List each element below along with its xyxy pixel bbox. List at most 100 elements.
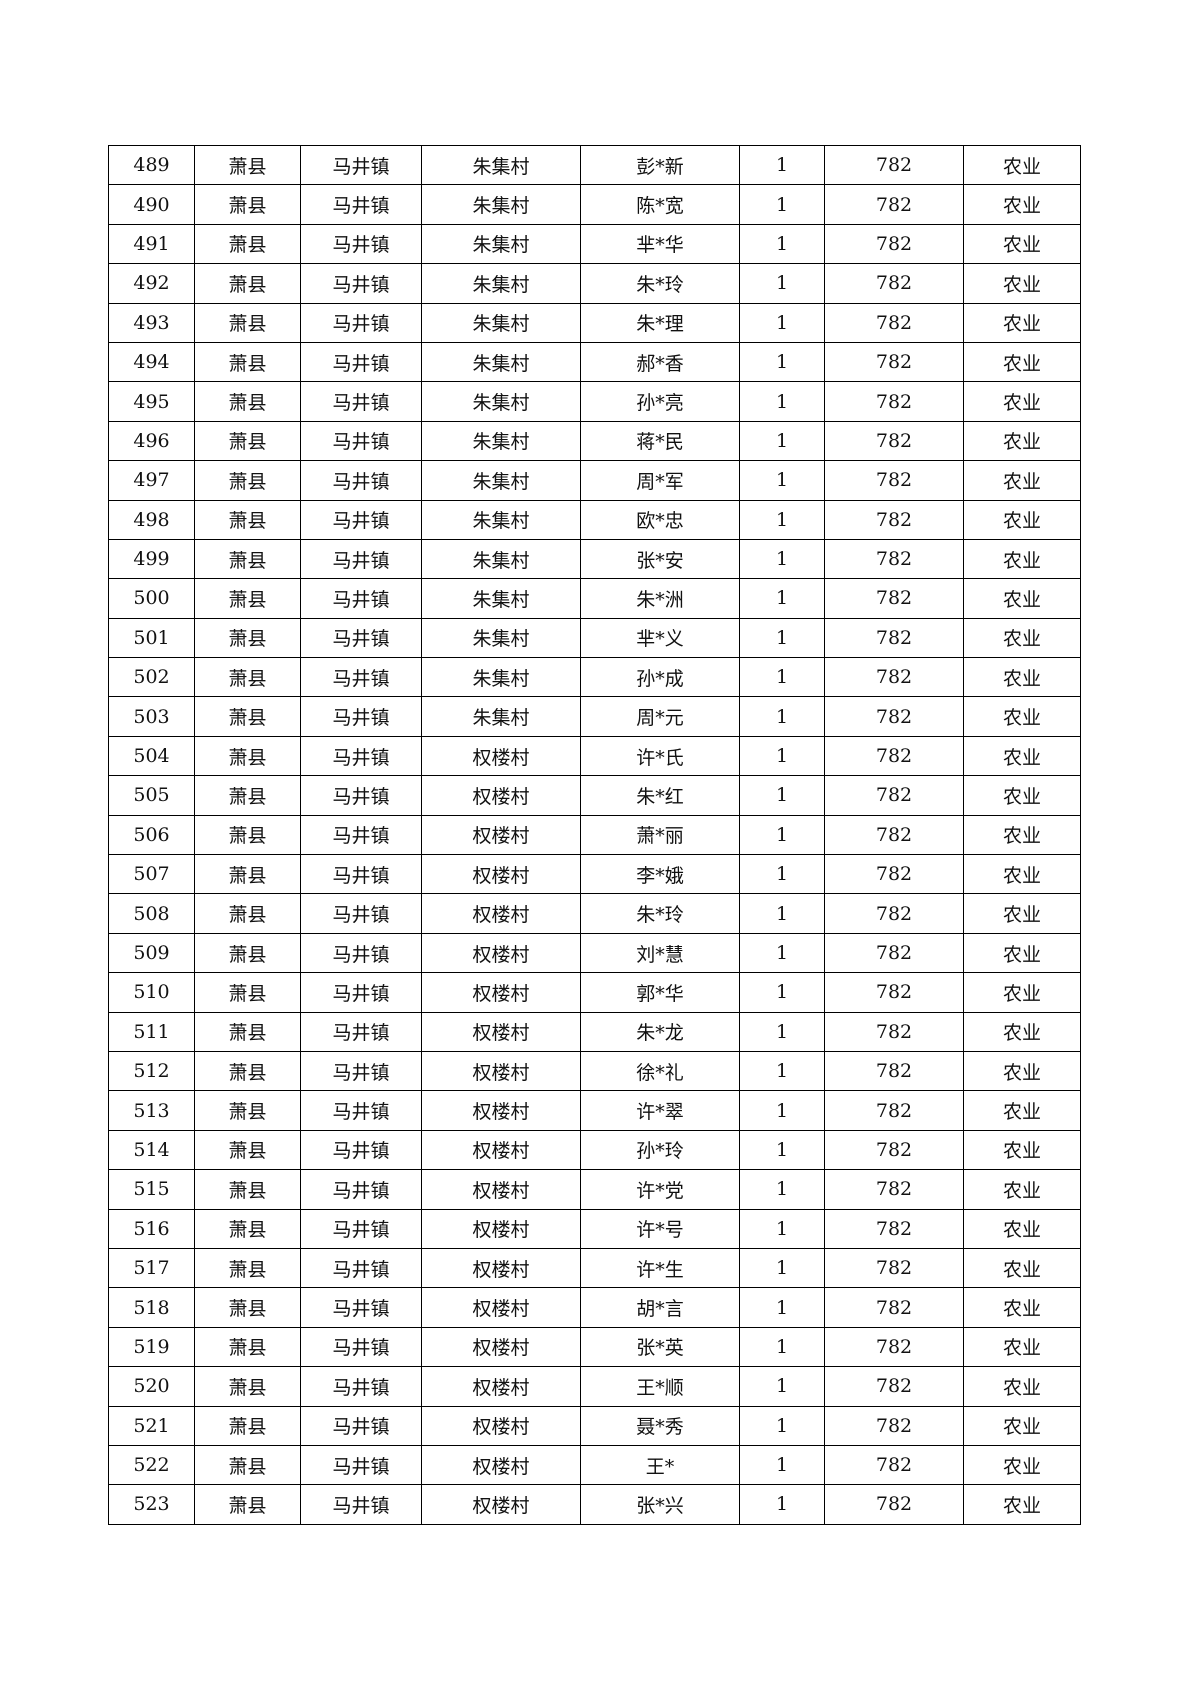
cell-county: 萧县 [194, 1011, 301, 1052]
cell-count: 1 [739, 617, 825, 659]
cell-county: 萧县 [194, 696, 301, 737]
cell-name: 胡*言 [580, 1287, 740, 1328]
cell-town: 马井镇 [300, 499, 422, 540]
cell-town: 马井镇 [300, 1090, 422, 1131]
cell-name: 萧*丽 [580, 814, 740, 856]
cell-category: 农业 [963, 696, 1081, 737]
cell-category: 农业 [963, 1287, 1081, 1328]
table-row: 520 萧县 马井镇 权楼村 王*顺 1 782 农业 [108, 1366, 1081, 1407]
cell-name: 张*安 [580, 538, 740, 580]
cell-row-number: 510 [108, 972, 195, 1013]
table-row: 492 萧县 马井镇 朱集村 朱*玲 1 782 农业 [108, 263, 1081, 304]
cell-village: 朱集村 [421, 223, 581, 265]
cell-count: 1 [739, 932, 825, 974]
cell-category: 农业 [963, 381, 1081, 422]
cell-county: 萧县 [194, 932, 301, 974]
table-row: 501 萧县 马井镇 朱集村 芈*义 1 782 农业 [108, 617, 1081, 659]
table-row: 519 萧县 马井镇 权楼村 张*英 1 782 农业 [108, 1326, 1081, 1368]
cell-row-number: 496 [108, 420, 195, 462]
cell-name: 欧*忠 [580, 499, 740, 540]
table-row: 521 萧县 马井镇 权楼村 聂*秀 1 782 农业 [108, 1405, 1081, 1446]
cell-amount: 782 [824, 223, 964, 265]
cell-name: 许*号 [580, 1208, 740, 1249]
cell-name: 孙*亮 [580, 381, 740, 422]
cell-town: 马井镇 [300, 1366, 422, 1407]
cell-town: 马井镇 [300, 814, 422, 856]
cell-category: 农业 [963, 854, 1081, 895]
cell-village: 权楼村 [421, 735, 581, 777]
cell-row-number: 500 [108, 578, 195, 619]
cell-row-number: 492 [108, 263, 195, 304]
cell-town: 马井镇 [300, 775, 422, 816]
cell-town: 马井镇 [300, 617, 422, 659]
cell-county: 萧县 [194, 460, 301, 501]
cell-town: 马井镇 [300, 263, 422, 304]
cell-county: 萧县 [194, 381, 301, 422]
cell-amount: 782 [824, 499, 964, 540]
cell-county: 萧县 [194, 184, 301, 225]
cell-row-number: 511 [108, 1011, 195, 1052]
cell-row-number: 505 [108, 775, 195, 816]
cell-name: 芈*义 [580, 617, 740, 659]
cell-category: 农业 [963, 657, 1081, 698]
table-row: 516 萧县 马井镇 权楼村 许*号 1 782 农业 [108, 1208, 1081, 1249]
cell-amount: 782 [824, 1287, 964, 1328]
cell-county: 萧县 [194, 420, 301, 462]
cell-town: 马井镇 [300, 1050, 422, 1092]
cell-category: 农业 [963, 499, 1081, 540]
cell-town: 马井镇 [300, 1405, 422, 1446]
cell-name: 李*娥 [580, 854, 740, 895]
cell-row-number: 490 [108, 184, 195, 225]
table-row: 493 萧县 马井镇 朱集村 朱*理 1 782 农业 [108, 302, 1081, 343]
cell-county: 萧县 [194, 617, 301, 659]
table-row: 508 萧县 马井镇 权楼村 朱*玲 1 782 农业 [108, 893, 1081, 934]
cell-row-number: 523 [108, 1484, 195, 1525]
cell-category: 农业 [963, 1090, 1081, 1131]
cell-amount: 782 [824, 775, 964, 816]
cell-row-number: 494 [108, 341, 195, 383]
cell-name: 刘*慧 [580, 932, 740, 974]
cell-county: 萧县 [194, 1247, 301, 1289]
table-row: 512 萧县 马井镇 权楼村 徐*礼 1 782 农业 [108, 1050, 1081, 1092]
cell-category: 农业 [963, 263, 1081, 304]
cell-category: 农业 [963, 1484, 1081, 1525]
cell-town: 马井镇 [300, 184, 422, 225]
table-row: 505 萧县 马井镇 权楼村 朱*红 1 782 农业 [108, 775, 1081, 816]
cell-amount: 782 [824, 932, 964, 974]
table-row: 491 萧县 马井镇 朱集村 芈*华 1 782 农业 [108, 223, 1081, 265]
cell-county: 萧县 [194, 223, 301, 265]
cell-row-number: 491 [108, 223, 195, 265]
cell-town: 马井镇 [300, 1208, 422, 1249]
cell-county: 萧县 [194, 578, 301, 619]
cell-amount: 782 [824, 381, 964, 422]
cell-county: 萧县 [194, 263, 301, 304]
cell-name: 朱*红 [580, 775, 740, 816]
cell-amount: 782 [824, 420, 964, 462]
cell-row-number: 493 [108, 302, 195, 343]
cell-count: 1 [739, 1169, 825, 1210]
cell-name: 郝*香 [580, 341, 740, 383]
table-row: 500 萧县 马井镇 朱集村 朱*洲 1 782 农业 [108, 578, 1081, 619]
cell-village: 朱集村 [421, 538, 581, 580]
cell-village: 权楼村 [421, 775, 581, 816]
cell-name: 郭*华 [580, 972, 740, 1013]
cell-row-number: 502 [108, 657, 195, 698]
table-row: 514 萧县 马井镇 权楼村 孙*玲 1 782 农业 [108, 1129, 1081, 1171]
cell-village: 权楼村 [421, 1050, 581, 1092]
cell-amount: 782 [824, 814, 964, 856]
table-row: 498 萧县 马井镇 朱集村 欧*忠 1 782 农业 [108, 499, 1081, 540]
cell-village: 朱集村 [421, 617, 581, 659]
cell-town: 马井镇 [300, 578, 422, 619]
table-row: 504 萧县 马井镇 权楼村 许*氏 1 782 农业 [108, 735, 1081, 777]
cell-village: 权楼村 [421, 1326, 581, 1368]
cell-county: 萧县 [194, 1326, 301, 1368]
cell-amount: 782 [824, 1129, 964, 1171]
cell-category: 农业 [963, 1050, 1081, 1092]
cell-row-number: 516 [108, 1208, 195, 1249]
cell-village: 朱集村 [421, 696, 581, 737]
cell-count: 1 [739, 893, 825, 934]
cell-village: 权楼村 [421, 1366, 581, 1407]
cell-town: 马井镇 [300, 381, 422, 422]
cell-town: 马井镇 [300, 696, 422, 737]
cell-name: 朱*洲 [580, 578, 740, 619]
